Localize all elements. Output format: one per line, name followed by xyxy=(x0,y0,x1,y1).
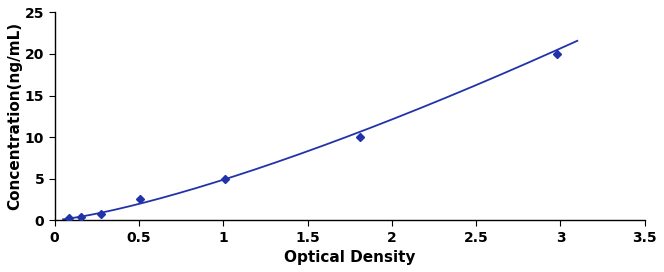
X-axis label: Optical Density: Optical Density xyxy=(284,250,416,265)
Y-axis label: Concentration(ng/mL): Concentration(ng/mL) xyxy=(7,22,22,210)
